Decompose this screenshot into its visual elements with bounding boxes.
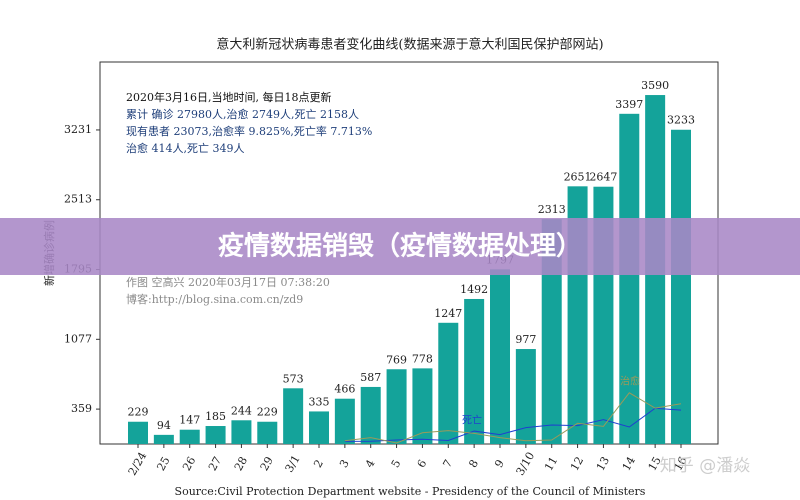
bar [257, 421, 278, 444]
x-tick-label: 14 [620, 454, 638, 473]
data-label: 335 [309, 395, 330, 408]
bar [205, 426, 226, 444]
x-tick-label: 11 [542, 454, 560, 473]
bar [309, 411, 329, 444]
data-label: 229 [128, 406, 149, 419]
bar [283, 388, 304, 444]
bar [128, 421, 148, 444]
y-tick-label: 3231 [64, 123, 92, 136]
data-label: 466 [334, 383, 355, 396]
data-label: 244 [231, 404, 252, 417]
x-tick-label: 27 [206, 454, 224, 473]
banner [0, 218, 800, 275]
data-label: 769 [386, 353, 407, 366]
annotation: 2020年3月16日,当地时间, 每日18点更新 [126, 90, 331, 104]
data-label: 1492 [460, 283, 488, 296]
x-tick-label: 29 [258, 454, 276, 473]
chart-title: 意大利新冠状病毒患者变化曲线(数据来源于意大利国民保护部网站) [216, 37, 603, 53]
annotation: 累计 确诊 27980人,治愈 2749人,死亡 2158人 [126, 107, 359, 121]
data-label: 778 [412, 352, 433, 365]
y-tick-label: 2513 [64, 193, 92, 206]
bar [541, 219, 562, 444]
annotation: 现有患者 23073,治愈率 9.825%,死亡率 7.713% [126, 124, 372, 138]
bar [231, 420, 252, 444]
bar [464, 298, 485, 444]
credit: 博客:http://blog.sina.com.cn/zd9 [126, 292, 303, 306]
line-label: 死亡 [462, 414, 482, 427]
annotation: 治愈 414人,死亡 349人 [126, 141, 244, 155]
data-label: 1247 [434, 307, 462, 320]
data-label: 2647 [589, 171, 617, 184]
x-tick-label: 16 [671, 454, 689, 473]
line-series [344, 392, 682, 444]
bar [438, 322, 459, 444]
data-label: 977 [515, 333, 536, 346]
data-label: 3397 [615, 98, 643, 111]
source: Source:Civil Protection Department websi… [175, 485, 646, 498]
data-label: 3233 [667, 114, 695, 127]
bar [515, 349, 536, 444]
line-series [344, 407, 682, 442]
y-tick-label: 1077 [64, 332, 92, 345]
x-tick-label: 13 [594, 454, 612, 473]
data-label: 147 [179, 414, 200, 427]
bar [386, 369, 407, 444]
bar [334, 398, 355, 444]
data-label: 3590 [641, 79, 669, 92]
data-label: 587 [360, 371, 381, 384]
banner-text: 疫情数据销毁（疫情数据处理） [218, 231, 582, 262]
data-label: 94 [157, 419, 171, 432]
bar [671, 129, 691, 444]
bar [179, 429, 200, 444]
data-label: 185 [205, 410, 226, 423]
watermark: 知乎 @潘焱 [660, 456, 750, 476]
data-label: 573 [283, 372, 304, 385]
x-tick-label: 15 [646, 454, 664, 473]
bar [153, 434, 174, 444]
line-label: 治愈 [620, 375, 640, 388]
bar [360, 386, 381, 444]
data-label: 2651 [564, 170, 592, 183]
bar [619, 113, 640, 445]
data-label: 2313 [538, 203, 566, 216]
bar [490, 269, 510, 444]
x-tick-label: 25 [154, 454, 172, 473]
x-tick-label: 12 [568, 454, 586, 473]
credit: 作图 空高兴 2020年03月17日 07:38:20 [126, 275, 330, 289]
data-label: 229 [257, 406, 278, 419]
x-tick-label: 28 [232, 454, 250, 473]
y-tick-label: 359 [71, 402, 92, 415]
x-tick-label: 26 [180, 454, 198, 473]
bar [412, 368, 433, 444]
